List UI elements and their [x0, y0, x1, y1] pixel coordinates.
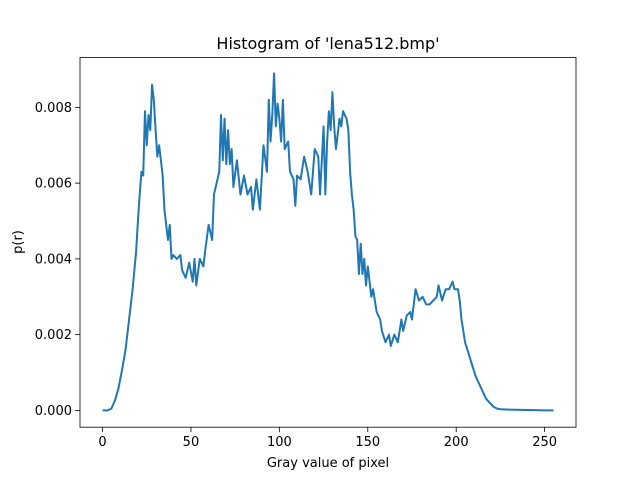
- x-tick-label: 150: [355, 435, 380, 450]
- y-tick-label: 0.006: [35, 177, 72, 192]
- y-axis-label: p(r): [11, 230, 26, 254]
- y-tick-label: 0.004: [35, 252, 72, 267]
- data-line: [102, 72, 554, 412]
- chart-title: Histogram of 'lena512.bmp': [216, 34, 439, 53]
- x-tick-label: 250: [532, 435, 557, 450]
- x-axis-label: Gray value of pixel: [267, 456, 389, 471]
- x-tick-label: 100: [267, 435, 292, 450]
- y-tick-label: 0.002: [35, 328, 72, 343]
- y-tick-label: 0.008: [35, 101, 72, 116]
- x-tick-label: 50: [183, 435, 200, 450]
- x-tick-label: 200: [444, 435, 469, 450]
- y-tick-label: 0.000: [35, 404, 72, 419]
- plot-frame: [79, 57, 577, 428]
- x-tick-label: 0: [98, 435, 106, 450]
